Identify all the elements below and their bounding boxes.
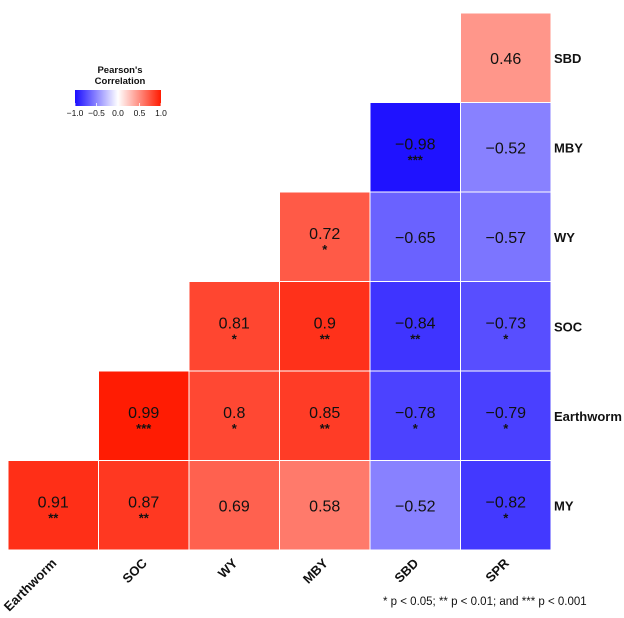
cell-significance-label: * — [232, 331, 238, 346]
heatmap-cell: −0.52 — [460, 102, 552, 193]
cell-value-label: −0.57 — [486, 230, 527, 247]
cell-value-label: −0.98 — [395, 136, 436, 153]
cell-value-label: 0.91 — [38, 494, 69, 511]
cell-rect — [460, 102, 552, 193]
cell-rect — [188, 370, 280, 461]
legend-tick-label: 0.0 — [112, 108, 124, 118]
heatmap-cell: −0.79* — [460, 370, 552, 461]
heatmap-cell: −0.65 — [369, 191, 461, 282]
cell-significance-label: * — [413, 421, 419, 436]
cell-significance-label: *** — [136, 421, 152, 436]
cell-value-label: 0.81 — [219, 315, 250, 332]
heatmap-cell: 0.69 — [188, 460, 280, 551]
heatmap-cell: 0.9** — [279, 281, 371, 372]
cell-value-label: −0.52 — [486, 140, 527, 157]
heatmap-cell: 0.87** — [98, 460, 190, 551]
cell-rect — [98, 370, 190, 461]
cell-rect — [369, 370, 461, 461]
y-tick-label: MY — [554, 498, 574, 513]
cell-value-label: −0.73 — [486, 315, 527, 332]
heatmap-cell: −0.82* — [460, 460, 552, 551]
cell-value-label: −0.52 — [395, 498, 436, 515]
cell-rect — [460, 12, 552, 103]
cell-rect — [279, 191, 371, 282]
y-tick-label: SOC — [554, 319, 583, 334]
cell-value-label: 0.87 — [128, 494, 159, 511]
legend-tick-label: −1.0 — [67, 108, 84, 118]
cell-significance-label: ** — [320, 421, 331, 436]
heatmap-cell: 0.46 — [460, 12, 552, 103]
significance-footnote: * p < 0.05; ** p < 0.01; and *** p < 0.0… — [383, 596, 587, 608]
cell-significance-label: * — [503, 510, 509, 525]
heatmap-cell: 0.58 — [279, 460, 371, 551]
x-tick-label: MBY — [300, 555, 331, 586]
heatmap-cell: 0.85** — [279, 370, 371, 461]
cell-rect — [98, 460, 190, 551]
cell-rect — [460, 281, 552, 372]
cell-significance-label: ** — [410, 331, 421, 346]
cell-rect — [369, 460, 461, 551]
heatmap-cell: 0.91** — [7, 460, 99, 551]
cell-value-label: −0.79 — [486, 405, 527, 422]
legend-tick-label: 0.5 — [134, 108, 146, 118]
cell-significance-label: ** — [320, 331, 331, 346]
heatmap-cell: −0.98*** — [369, 102, 461, 193]
legend-title-line1: Pearson's — [97, 65, 143, 76]
x-tick-label: SOC — [119, 555, 150, 586]
y-tick-label: MBY — [554, 140, 583, 155]
cell-value-label: 0.46 — [490, 51, 521, 68]
cell-value-label: 0.58 — [309, 498, 340, 515]
y-tick-label: Earthworm — [554, 409, 622, 424]
heatmap-cell: −0.84** — [369, 281, 461, 372]
cell-value-label: 0.85 — [309, 405, 340, 422]
legend-tick-label: 1.0 — [155, 108, 167, 118]
cell-value-label: 0.99 — [128, 405, 159, 422]
heatmap-cell: −0.78* — [369, 370, 461, 461]
heatmap-cell: 0.81* — [188, 281, 280, 372]
heatmap-cell: −0.52 — [369, 460, 461, 551]
legend-colorbar — [75, 90, 161, 106]
cell-value-label: −0.65 — [395, 230, 436, 247]
cell-value-label: 0.72 — [309, 226, 340, 243]
cell-rect — [188, 460, 280, 551]
cell-value-label: −0.78 — [395, 405, 436, 422]
legend-title-line2: Correlation — [94, 76, 146, 87]
cell-significance-label: * — [503, 331, 509, 346]
cell-significance-label: *** — [408, 152, 424, 167]
heatmap-cell: −0.57 — [460, 191, 552, 282]
cell-rect — [279, 370, 371, 461]
heatmap-cell: 0.72* — [279, 191, 371, 282]
y-tick-label: SBD — [554, 51, 581, 66]
cell-rect — [369, 102, 461, 193]
heatmap-cell: 0.8* — [188, 370, 280, 461]
cell-rect — [279, 281, 371, 372]
x-tick-label: Earthworm — [1, 556, 60, 615]
heatmap-cell: −0.73* — [460, 281, 552, 372]
cell-rect — [460, 370, 552, 461]
cell-rect — [460, 460, 552, 551]
cell-significance-label: * — [322, 242, 328, 257]
heatmap-cell: 0.99*** — [98, 370, 190, 461]
cell-value-label: 0.9 — [314, 315, 336, 332]
y-tick-label: WY — [554, 230, 575, 245]
x-tick-label: SPR — [482, 555, 512, 585]
cell-significance-label: ** — [139, 510, 150, 525]
cell-value-label: 0.69 — [219, 498, 250, 515]
cell-value-label: 0.8 — [223, 405, 245, 422]
cell-significance-label: ** — [48, 510, 59, 525]
x-tick-label: SBD — [391, 556, 421, 586]
legend-tick-label: −0.5 — [88, 108, 105, 118]
cell-significance-label: * — [503, 421, 509, 436]
cell-value-label: −0.84 — [395, 315, 436, 332]
cell-rect — [7, 460, 99, 551]
cell-significance-label: * — [232, 421, 238, 436]
x-tick-label: WY — [215, 555, 241, 581]
cell-value-label: −0.82 — [486, 494, 527, 511]
legend-title: Pearson's Correlation — [70, 65, 170, 87]
